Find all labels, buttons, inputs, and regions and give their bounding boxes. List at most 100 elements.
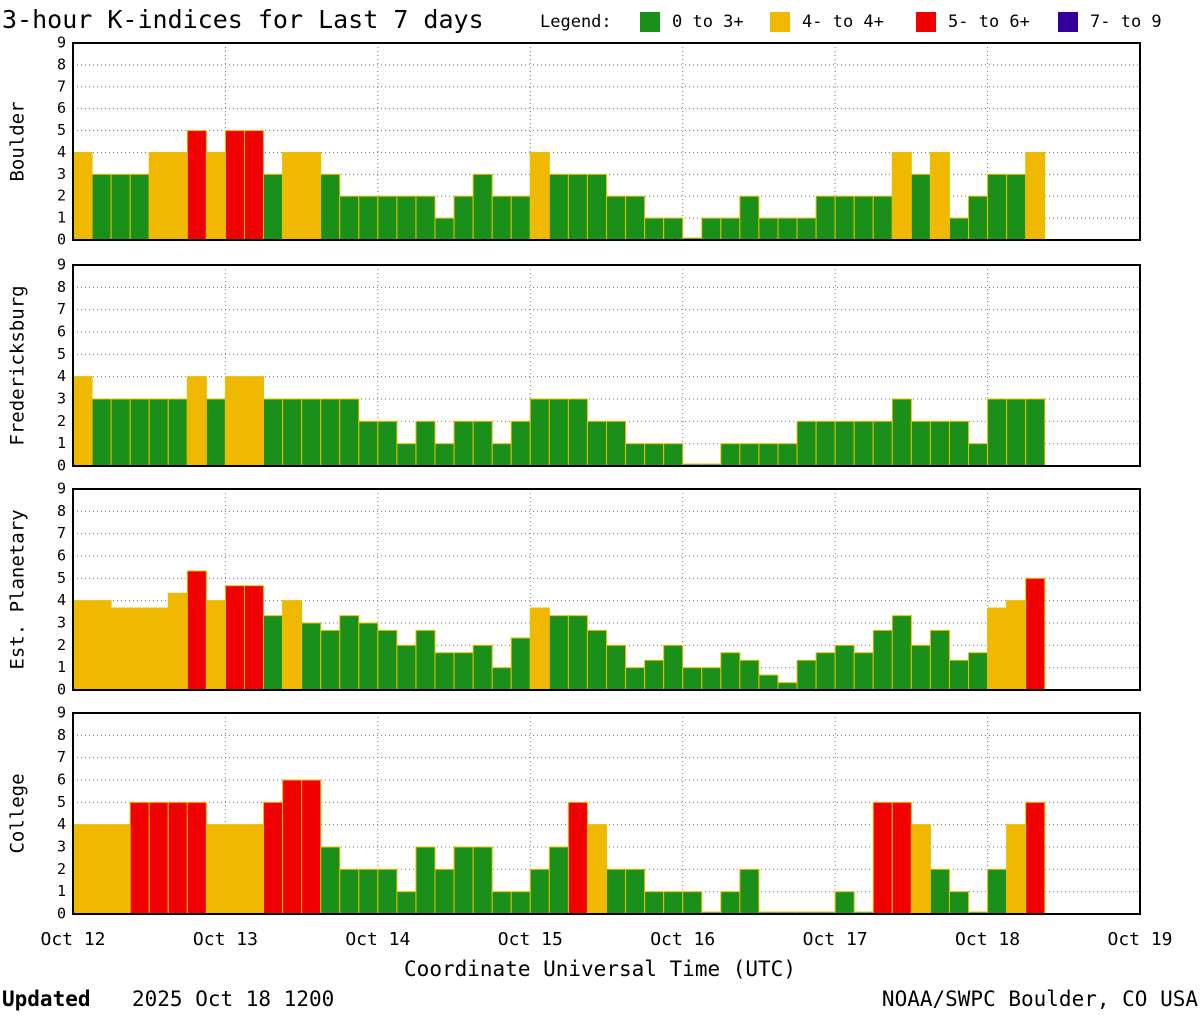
- panel-frame: [72, 264, 1141, 467]
- bar: [320, 398, 341, 467]
- bar: [834, 195, 855, 241]
- bar: [929, 868, 950, 915]
- bar: [796, 420, 817, 467]
- bar: [739, 868, 760, 915]
- bar: [472, 420, 493, 467]
- y-tick-label: 4: [57, 143, 66, 161]
- bar: [377, 420, 398, 467]
- bar: [968, 443, 989, 467]
- legend-swatch: [916, 12, 936, 32]
- bar: [129, 173, 150, 241]
- bar: [91, 600, 112, 691]
- bar: [396, 443, 417, 467]
- bar: [644, 659, 665, 691]
- bar: [72, 600, 93, 691]
- bar: [548, 846, 569, 915]
- y-tick-label: 7: [57, 748, 66, 766]
- bar: [186, 376, 207, 467]
- bar: [148, 607, 169, 691]
- bar: [720, 652, 741, 691]
- panel-frame: [72, 42, 1141, 241]
- bar: [758, 217, 779, 241]
- bar: [301, 398, 322, 467]
- bar: [167, 592, 188, 691]
- bar: [891, 151, 912, 241]
- y-tick-label: 5: [57, 793, 66, 811]
- bar: [453, 420, 474, 467]
- bar: [415, 420, 436, 467]
- bar: [529, 151, 550, 241]
- y-axis-label: College: [7, 773, 29, 853]
- bar: [205, 151, 226, 241]
- bar: [777, 443, 798, 467]
- bar: [263, 801, 284, 915]
- bar: [205, 600, 226, 691]
- bar: [1025, 151, 1046, 241]
- bar: [644, 891, 665, 915]
- bar: [948, 659, 970, 691]
- x-tick-label: Oct 12: [40, 929, 105, 950]
- bar: [701, 667, 722, 691]
- bar: [1025, 801, 1046, 915]
- bar: [853, 420, 874, 467]
- y-tick-label: 4: [57, 815, 66, 833]
- bar: [453, 652, 474, 691]
- y-tick-label: 1: [57, 658, 66, 676]
- bar: [224, 376, 245, 467]
- y-axis-label: Boulder: [7, 101, 29, 181]
- bar: [453, 846, 474, 915]
- bar: [929, 151, 950, 241]
- bar: [186, 130, 207, 241]
- source: NOAA/SWPC Boulder, CO USA: [882, 987, 1198, 1011]
- bar: [129, 607, 150, 691]
- bar: [434, 443, 455, 467]
- bar: [358, 420, 379, 467]
- bar: [548, 615, 569, 691]
- legend-text: 0 to 3+: [672, 12, 744, 32]
- y-tick-label: 0: [57, 231, 66, 249]
- x-tick-label: Oct 19: [1107, 929, 1172, 950]
- bar: [586, 629, 607, 691]
- y-tick-label: 6: [57, 99, 66, 117]
- bar: [910, 420, 931, 467]
- bar: [720, 443, 741, 467]
- x-tick-label: Oct 16: [650, 929, 715, 950]
- bar: [910, 644, 931, 691]
- y-tick-label: 2: [57, 187, 66, 205]
- x-tick-label: Oct 15: [498, 929, 563, 950]
- bar: [415, 195, 436, 241]
- y-tick-label: 1: [57, 882, 66, 900]
- y-tick-label: 2: [57, 860, 66, 878]
- y-tick-label: 8: [57, 726, 66, 744]
- bar: [510, 195, 531, 241]
- bar: [148, 801, 169, 915]
- bar: [167, 151, 188, 241]
- bar: [606, 195, 627, 241]
- bar: [491, 443, 512, 467]
- y-tick-label: 1: [57, 209, 66, 227]
- bar: [567, 801, 588, 915]
- bar: [891, 615, 912, 691]
- bar: [625, 195, 646, 241]
- y-tick-label: 4: [57, 591, 66, 609]
- bar: [872, 629, 893, 691]
- bar: [891, 801, 912, 915]
- bar: [529, 607, 550, 691]
- bar: [567, 615, 588, 691]
- y-tick-label: 8: [57, 502, 66, 520]
- bar: [186, 570, 207, 691]
- y-tick-label: 0: [57, 681, 66, 699]
- bar: [910, 173, 931, 241]
- bar: [301, 622, 322, 691]
- bar: [872, 195, 893, 241]
- bar: [701, 217, 722, 241]
- legend-swatch: [1058, 12, 1078, 32]
- y-tick-label: 2: [57, 636, 66, 654]
- bar: [663, 217, 684, 241]
- bar: [491, 891, 512, 915]
- bar: [205, 398, 226, 467]
- bar: [891, 398, 912, 467]
- bar: [148, 398, 169, 467]
- legend-swatch: [770, 12, 790, 32]
